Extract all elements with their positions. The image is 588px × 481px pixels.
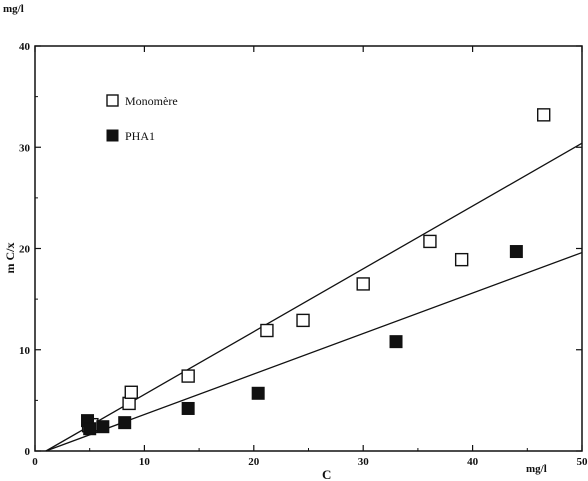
data-point-pha1 xyxy=(181,401,195,415)
y-tick-label: 10 xyxy=(19,345,31,357)
x-tick-label: 40 xyxy=(467,456,479,468)
y-axis-title: m C/x xyxy=(3,243,17,274)
data-point-monomere xyxy=(181,369,195,383)
x-tick-label: 0 xyxy=(32,456,38,468)
legend-marker-monomere xyxy=(106,94,119,107)
y-tick-label: 0 xyxy=(25,446,31,458)
x-axis-title: C xyxy=(322,467,331,481)
data-point-pha1 xyxy=(509,245,523,259)
x-tick-label: 20 xyxy=(248,456,260,468)
data-point-pha1 xyxy=(96,420,110,434)
y-tick-label: 40 xyxy=(19,41,31,53)
x-tick-label: 50 xyxy=(577,456,588,468)
data-point-monomere xyxy=(537,108,551,122)
data-point-pha1 xyxy=(389,335,403,349)
data-point-monomere xyxy=(454,252,469,267)
plot-border xyxy=(34,45,583,452)
data-point-monomere xyxy=(122,396,136,411)
data-point-monomere xyxy=(356,277,370,291)
x-tick-label: 30 xyxy=(358,456,370,468)
y-unit-label: mg/l xyxy=(3,3,24,15)
fit-line-1 xyxy=(45,251,583,452)
data-point-pha1 xyxy=(251,386,265,400)
x-unit-label: mg/l xyxy=(526,463,547,475)
legend-label-pha1: PHA1 xyxy=(125,129,155,143)
axes-frame xyxy=(34,45,583,452)
legend-marker-pha1 xyxy=(106,129,119,142)
axis-ticks: 0 10 20 30 40 50 0 10 20 30 40 xyxy=(19,41,588,468)
data-point-monomere xyxy=(260,323,274,338)
data-point-monomere xyxy=(423,234,437,249)
data-point-pha1 xyxy=(118,416,132,430)
data-point-pha1 xyxy=(83,422,97,436)
legend: Monomère PHA1 xyxy=(106,94,178,143)
data-point-monomere xyxy=(124,385,138,399)
data-points xyxy=(81,108,551,436)
x-tick-label: 10 xyxy=(139,456,151,468)
data-point-monomere xyxy=(296,313,310,328)
y-tick-label: 30 xyxy=(19,142,31,154)
y-tick-label: 20 xyxy=(19,244,31,256)
legend-label-monomere: Monomère xyxy=(125,94,178,108)
